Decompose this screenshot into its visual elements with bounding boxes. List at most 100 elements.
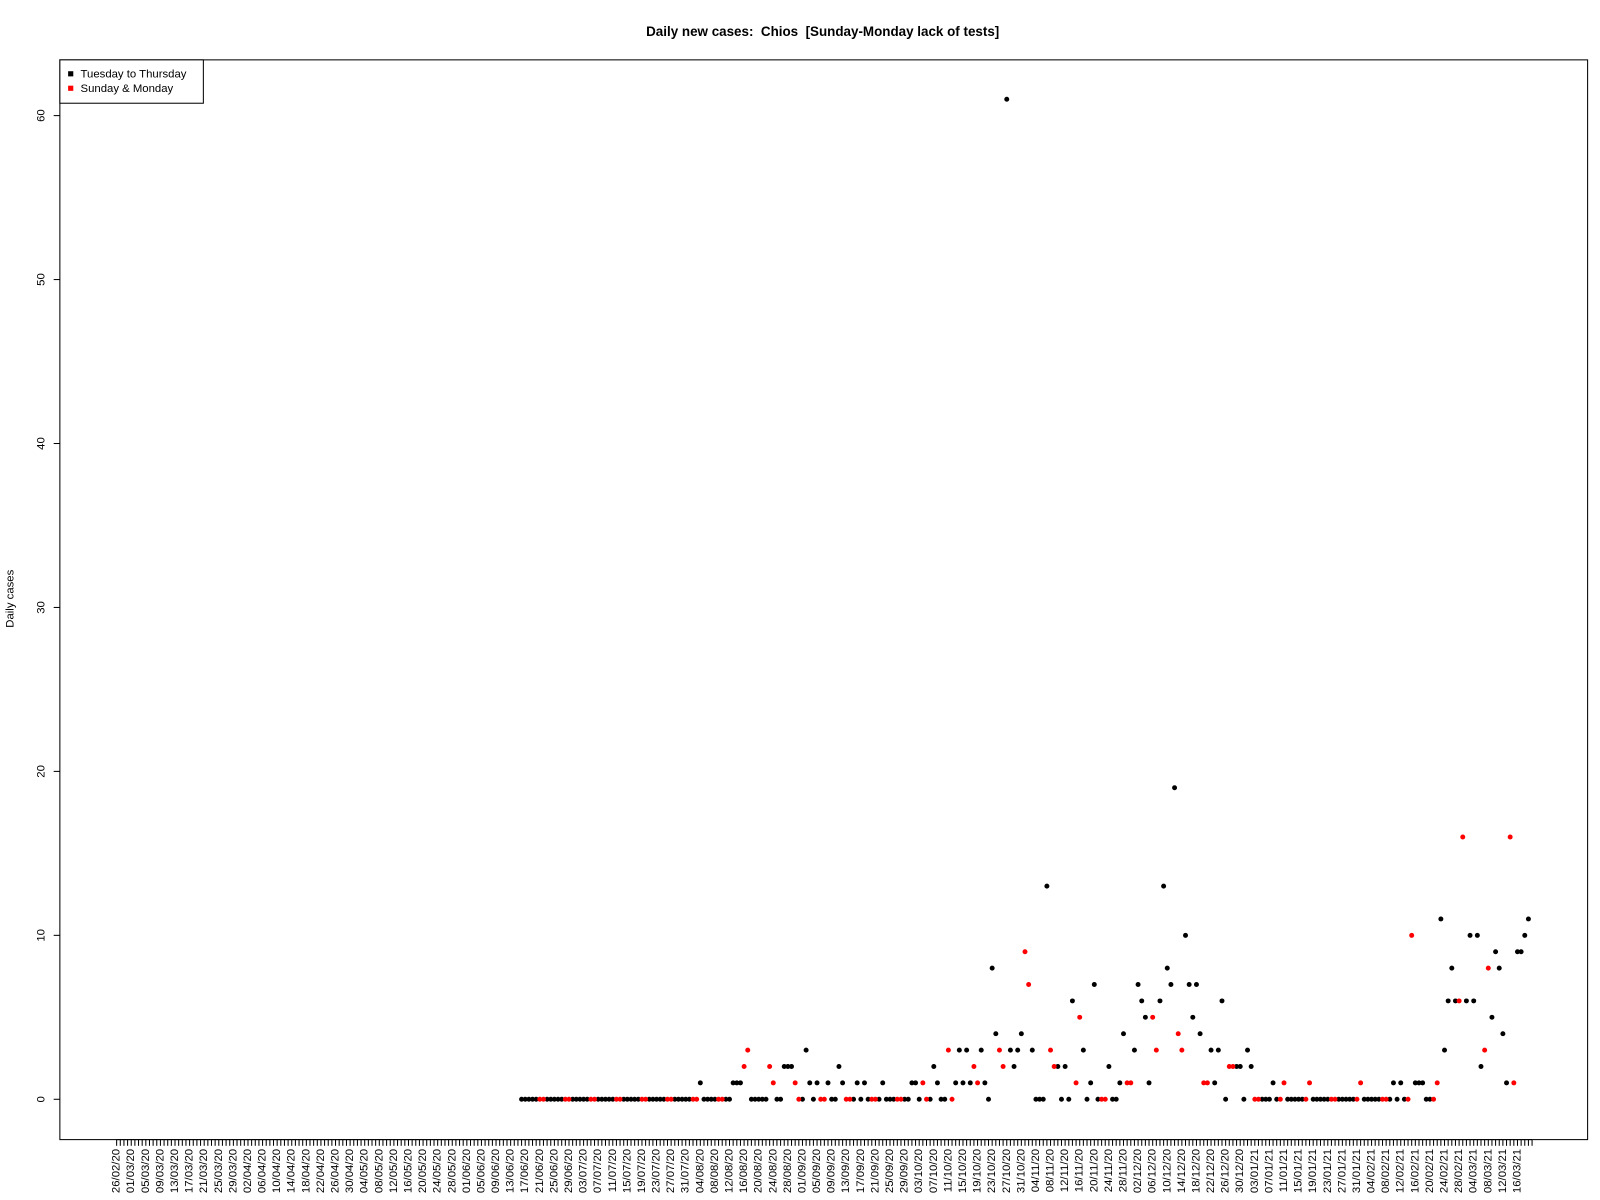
point	[1102, 1096, 1108, 1102]
point	[1128, 1080, 1134, 1086]
point	[1394, 1096, 1400, 1102]
point	[540, 1096, 546, 1102]
point	[1124, 1080, 1130, 1086]
point	[967, 1080, 973, 1086]
point	[1369, 1096, 1375, 1102]
x-tick-label: 04/02/21	[1366, 1149, 1378, 1193]
point	[745, 1047, 751, 1053]
x-tick-label: 07/01/21	[1263, 1149, 1275, 1193]
point	[610, 1096, 616, 1102]
point	[613, 1096, 619, 1102]
x-tick-label: 19/07/20	[636, 1149, 648, 1193]
point	[748, 1096, 754, 1102]
point	[1332, 1096, 1338, 1102]
point	[1131, 1047, 1137, 1053]
point	[1234, 1064, 1240, 1069]
point	[956, 1047, 962, 1053]
point	[1077, 1014, 1083, 1020]
point	[581, 1096, 587, 1102]
x-tick-label: 15/07/20	[621, 1149, 633, 1193]
point	[624, 1096, 630, 1102]
x-tick-label: 31/10/20	[1015, 1149, 1027, 1193]
x-tick-label: 23/07/20	[651, 1149, 663, 1193]
x-tick-label: 27/01/21	[1336, 1149, 1348, 1193]
point	[1088, 1080, 1094, 1086]
point	[1204, 1080, 1210, 1086]
point	[628, 1096, 634, 1102]
point	[1172, 785, 1178, 791]
x-tick-label: 12/02/21	[1395, 1149, 1407, 1193]
point	[785, 1064, 791, 1069]
x-tick-label: 15/01/21	[1293, 1149, 1305, 1193]
x-tick-label: 08/03/21	[1482, 1149, 1494, 1193]
point	[1106, 1064, 1112, 1069]
x-tick-label: 21/03/20	[198, 1149, 210, 1193]
point	[1511, 1080, 1517, 1086]
point	[1307, 1080, 1313, 1086]
x-tick-label: 01/09/20	[796, 1149, 808, 1193]
x-tick-label: 27/07/20	[665, 1149, 677, 1193]
point	[1507, 834, 1513, 840]
point	[650, 1096, 656, 1102]
point	[1467, 932, 1473, 938]
point	[975, 1080, 981, 1086]
point	[1186, 982, 1192, 987]
point	[632, 1096, 638, 1102]
plot-frame	[59, 59, 1589, 1141]
point	[1361, 1096, 1367, 1102]
point	[1310, 1096, 1316, 1102]
x-tick-label: 18/04/20	[300, 1149, 312, 1193]
point	[1161, 883, 1167, 889]
x-tick-label: 31/01/21	[1351, 1149, 1363, 1193]
x-tick-label: 30/12/20	[1234, 1149, 1246, 1193]
point	[595, 1096, 601, 1102]
point	[898, 1096, 904, 1102]
x-tick-label: 14/12/20	[1176, 1149, 1188, 1193]
point	[1416, 1080, 1422, 1086]
point	[621, 1096, 627, 1102]
point	[1037, 1096, 1043, 1102]
point	[1318, 1096, 1323, 1102]
x-tick-label: 30/04/20	[344, 1149, 356, 1193]
x-tick-label: 12/05/20	[388, 1149, 400, 1193]
x-tick-label: 11/10/20	[942, 1149, 954, 1192]
x-tick-label: 23/10/20	[986, 1149, 998, 1193]
point	[953, 1080, 959, 1086]
x-tick-label: 26/12/20	[1220, 1149, 1232, 1193]
point	[756, 1096, 762, 1102]
point	[657, 1096, 663, 1102]
point	[927, 1096, 933, 1102]
point	[1420, 1080, 1426, 1086]
point	[949, 1096, 955, 1102]
point	[905, 1096, 911, 1102]
point	[661, 1096, 667, 1102]
x-tick-label: 11/01/21	[1278, 1149, 1290, 1192]
point	[588, 1096, 594, 1102]
x-tick-label: 20/08/20	[753, 1149, 765, 1193]
point	[1514, 949, 1520, 955]
point	[741, 1064, 747, 1069]
point	[1387, 1096, 1393, 1102]
point	[767, 1064, 773, 1069]
point	[792, 1080, 798, 1086]
point	[544, 1096, 550, 1102]
point	[1084, 1096, 1090, 1102]
point	[654, 1096, 660, 1102]
point	[737, 1080, 743, 1086]
x-tick-label: 05/06/20	[475, 1149, 487, 1193]
point	[883, 1096, 889, 1102]
point	[1095, 1096, 1101, 1102]
point	[686, 1096, 692, 1102]
point	[734, 1080, 740, 1086]
point	[1285, 1096, 1291, 1102]
point	[635, 1096, 641, 1102]
point	[1245, 1047, 1251, 1053]
point	[1365, 1096, 1371, 1102]
point	[559, 1096, 565, 1102]
point	[931, 1064, 937, 1069]
point	[1190, 1014, 1196, 1020]
x-tick-label: 17/03/20	[184, 1149, 196, 1193]
point	[836, 1064, 842, 1069]
point	[865, 1096, 871, 1102]
